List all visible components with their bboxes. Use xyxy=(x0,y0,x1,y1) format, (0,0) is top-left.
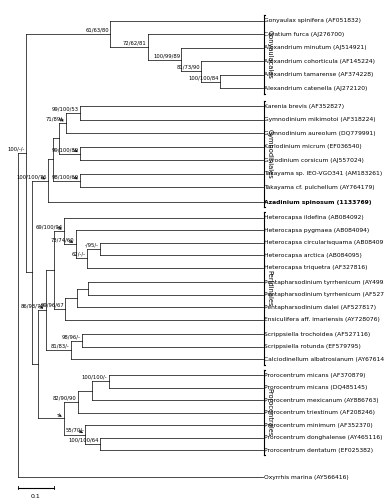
Text: 100/100/64: 100/100/64 xyxy=(69,438,99,442)
Text: Gymnodinium mikimotoi (AF318224): Gymnodinium mikimotoi (AF318224) xyxy=(265,117,376,122)
Text: 100/-/-: 100/-/- xyxy=(7,146,25,152)
Text: 86/93/70: 86/93/70 xyxy=(21,304,45,308)
Text: Alexandrium cohorticula (AF145224): Alexandrium cohorticula (AF145224) xyxy=(265,59,376,64)
Text: Scrippsiella rotunda (EF579795): Scrippsiella rotunda (EF579795) xyxy=(265,344,361,350)
Text: Ensiculifera aff. imariensis (AY728076): Ensiculifera aff. imariensis (AY728076) xyxy=(265,318,380,322)
Text: 0.1: 0.1 xyxy=(31,494,41,499)
Text: Prorocentrum minimum (AF352370): Prorocentrum minimum (AF352370) xyxy=(265,422,373,428)
Text: Takayama cf. pulchellum (AY764179): Takayama cf. pulchellum (AY764179) xyxy=(265,185,375,190)
Text: Gymnodiniales: Gymnodiniales xyxy=(266,129,273,179)
Text: Gonyaulax spinifera (AF051832): Gonyaulax spinifera (AF051832) xyxy=(265,18,361,23)
Text: 99/100/53: 99/100/53 xyxy=(52,106,79,112)
Text: 69/100/94: 69/100/94 xyxy=(36,224,63,230)
Text: Ceratium furca (AJ276700): Ceratium furca (AJ276700) xyxy=(265,32,345,36)
Text: Prorocentrum micans (AF370879): Prorocentrum micans (AF370879) xyxy=(265,372,366,378)
Text: 100/100/76: 100/100/76 xyxy=(16,174,46,179)
Text: Gymnodinium aureolum (DQ779991): Gymnodinium aureolum (DQ779991) xyxy=(265,130,376,136)
Text: Peridinales: Peridinales xyxy=(266,270,273,307)
Text: Heterocapsa circularisquama (AB084091): Heterocapsa circularisquama (AB084091) xyxy=(265,240,384,245)
Text: Pentapharsodinium tyrrhenicum (AF527818): Pentapharsodinium tyrrhenicum (AF527818) xyxy=(265,292,384,298)
Text: 82/90/90: 82/90/90 xyxy=(53,395,77,400)
Text: 98/96/-: 98/96/- xyxy=(62,334,81,339)
Text: Prorocentrales: Prorocentrales xyxy=(266,388,273,437)
Text: Prorocentrum triestinum (AF208246): Prorocentrum triestinum (AF208246) xyxy=(265,410,376,415)
Text: Heterocapsa pygmaea (AB084094): Heterocapsa pygmaea (AB084094) xyxy=(265,228,370,232)
Text: Gyrodinium corsicum (AJ557024): Gyrodinium corsicum (AJ557024) xyxy=(265,158,364,163)
Text: Heterocapsa triquetra (AF327816): Heterocapsa triquetra (AF327816) xyxy=(265,265,368,270)
Text: Alexandrium tamarense (AF374228): Alexandrium tamarense (AF374228) xyxy=(265,72,374,78)
Text: 71/89/-: 71/89/- xyxy=(46,116,65,121)
Text: Prorocentrum micans (DQ485145): Prorocentrum micans (DQ485145) xyxy=(265,385,368,390)
Text: 81/73/90: 81/73/90 xyxy=(176,65,200,70)
Text: Heterocapsa arctica (AB084095): Heterocapsa arctica (AB084095) xyxy=(265,252,362,258)
Text: 99/96/67: 99/96/67 xyxy=(40,302,64,308)
Text: Scrippsiella trochoidea (AF527116): Scrippsiella trochoidea (AF527116) xyxy=(265,332,371,337)
Text: Oxyrrhis marina (AY566416): Oxyrrhis marina (AY566416) xyxy=(265,475,349,480)
Text: Prorocentrum donghalense (AY465116): Prorocentrum donghalense (AY465116) xyxy=(265,435,383,440)
Text: Pentapharsodinium tyrrhenicum (AY499512): Pentapharsodinium tyrrhenicum (AY499512) xyxy=(265,280,384,285)
Text: 100/100/84: 100/100/84 xyxy=(189,75,219,80)
Text: Karenia brevis (AF352827): Karenia brevis (AF352827) xyxy=(265,104,344,108)
Text: -/95/-: -/95/- xyxy=(84,242,99,248)
Text: Takayama sp. IEO-VGO341 (AM183261): Takayama sp. IEO-VGO341 (AM183261) xyxy=(265,172,383,176)
Text: 55/70/-: 55/70/- xyxy=(66,428,84,433)
Text: Alexandrium catenella (AJ272120): Alexandrium catenella (AJ272120) xyxy=(265,86,368,91)
Text: Alexandrium minutum (AJ514921): Alexandrium minutum (AJ514921) xyxy=(265,45,367,50)
Text: Karlodinium micrum (EF036540): Karlodinium micrum (EF036540) xyxy=(265,144,362,150)
Text: 81/83/-: 81/83/- xyxy=(51,344,70,348)
Text: 73/74/60: 73/74/60 xyxy=(51,238,74,242)
Text: 62/-/-: 62/-/- xyxy=(71,252,86,257)
Text: Prorocentrum dentatum (EF025382): Prorocentrum dentatum (EF025382) xyxy=(265,448,374,452)
Text: 61/63/80: 61/63/80 xyxy=(86,27,109,32)
Text: 100/99/89: 100/99/89 xyxy=(153,53,180,58)
Text: Heterocapsa ildefina (AB084092): Heterocapsa ildefina (AB084092) xyxy=(265,215,364,220)
Text: 100/100/-: 100/100/- xyxy=(82,375,108,380)
Text: Gonyaulacales: Gonyaulacales xyxy=(266,30,273,79)
Text: Pentapharsodinium dalei (AF527817): Pentapharsodinium dalei (AF527817) xyxy=(265,305,377,310)
Text: Azadinium spinosum (1133769): Azadinium spinosum (1133769) xyxy=(265,200,372,204)
Text: 98/100/69: 98/100/69 xyxy=(52,174,79,179)
Text: 99/100/89: 99/100/89 xyxy=(52,147,79,152)
Text: Prorocentrum mexicanum (AY886763): Prorocentrum mexicanum (AY886763) xyxy=(265,398,379,402)
Text: Calciodinellum albatrosianum (AY676145): Calciodinellum albatrosianum (AY676145) xyxy=(265,357,384,362)
Text: 72/62/81: 72/62/81 xyxy=(123,40,147,46)
